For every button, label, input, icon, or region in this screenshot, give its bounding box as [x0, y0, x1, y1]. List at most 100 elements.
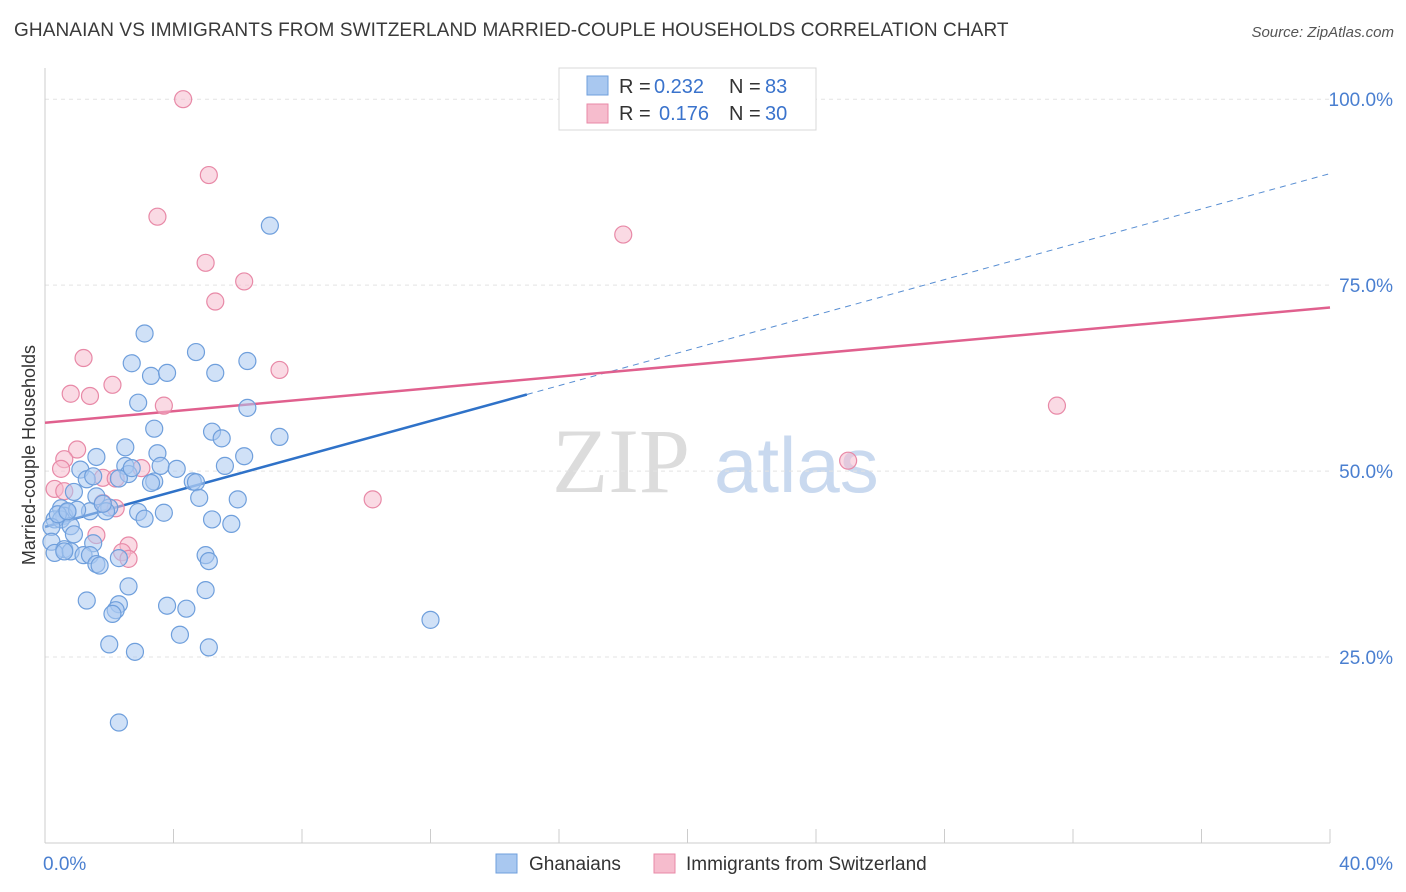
ghanaian-point	[125, 642, 145, 661]
switzerland-point	[1047, 396, 1067, 415]
legend-n-label-1: N =	[729, 76, 761, 98]
watermark-zip: ZIP	[552, 410, 690, 512]
data-points	[42, 90, 1067, 732]
switzerland-point	[839, 451, 858, 470]
bottom-legend-swatch-switzerland	[653, 853, 676, 874]
ghanaian-point	[103, 604, 122, 624]
ghanaian-point	[58, 502, 77, 521]
ghanaian-point	[116, 438, 135, 457]
bottom-legend-swatch-ghanaians	[495, 853, 518, 874]
ghanaian-trend-line	[44, 393, 528, 529]
ghanaian-point	[64, 482, 84, 502]
legend-swatch-switzerland	[586, 103, 609, 124]
switzerland-point	[614, 225, 633, 244]
switzerland-point	[51, 459, 71, 478]
ghanaian-point	[199, 551, 218, 571]
ghanaian-point	[129, 393, 148, 412]
ghanaian-point	[202, 510, 222, 529]
x-tick-label: 40.0%	[1339, 854, 1393, 875]
ghanaian-point	[119, 577, 138, 596]
ghanaian-point	[186, 342, 206, 362]
ghanaian-trend-extension	[526, 173, 1331, 395]
ghanaian-point	[186, 473, 206, 492]
ghanaian-point	[109, 549, 128, 568]
ghanaian-point	[212, 429, 231, 448]
ghanaian-point	[122, 459, 141, 478]
legend-r-value-1: 0.232	[654, 76, 704, 98]
switzerland-point	[148, 207, 167, 226]
switzerland-point	[174, 90, 193, 109]
ghanaian-point	[100, 635, 119, 654]
bottom-legend-label-ghanaians: Ghanaians	[529, 854, 621, 875]
top-legend: R = 0.232 N = 83 R = 0.176 N = 30	[558, 67, 817, 131]
source-label: Source: ZipAtlas.com	[1251, 24, 1394, 41]
legend-r-label-2: R =	[619, 103, 651, 125]
legend-swatch-ghanaians	[586, 75, 609, 96]
legend-r-label-1: R =	[619, 76, 651, 98]
switzerland-point	[199, 165, 218, 185]
y-tick-label: 25.0%	[1339, 648, 1393, 669]
switzerland-point	[363, 490, 382, 509]
switzerland-trend-line	[44, 306, 1331, 424]
ghanaian-point	[235, 447, 254, 466]
ghanaian-point	[90, 556, 109, 575]
tick-labels: 25.0% 50.0% 75.0% 100.0% 0.0% 40.0%	[43, 90, 1393, 875]
legend-r-value-2: 0.176	[659, 103, 709, 125]
ghanaian-point	[215, 456, 234, 475]
ghanaian-point	[87, 447, 106, 467]
ghanaian-point	[196, 581, 215, 600]
legend-n-value-2: 30	[765, 103, 787, 125]
ghanaian-point	[157, 363, 177, 383]
ghanaian-point	[190, 488, 209, 507]
y-tick-label: 75.0%	[1339, 276, 1393, 297]
gridlines	[45, 98, 1330, 658]
axes	[44, 68, 1331, 844]
ghanaian-point	[55, 542, 74, 561]
ghanaian-point	[238, 398, 257, 417]
y-tick-label: 100.0%	[1329, 90, 1394, 111]
ghanaian-point	[141, 366, 161, 385]
ghanaian-point	[270, 427, 289, 446]
ghanaian-point	[64, 525, 84, 544]
bottom-legend: Ghanaians Immigrants from Switzerland	[495, 853, 927, 875]
ghanaian-point	[109, 713, 128, 732]
switzerland-point	[80, 386, 100, 406]
y-tick-label: 50.0%	[1339, 462, 1393, 483]
ghanaian-point	[170, 625, 190, 644]
ghanaian-point	[135, 324, 154, 343]
ghanaian-point	[154, 503, 173, 522]
ghanaian-point	[260, 216, 279, 235]
switzerland-point	[74, 348, 93, 368]
bottom-legend-label-switzerland: Immigrants from Switzerland	[686, 854, 927, 875]
switzerland-point	[61, 384, 80, 403]
ghanaian-point	[238, 351, 257, 371]
ghanaian-point	[421, 610, 440, 629]
ghanaian-point	[206, 363, 225, 383]
ghanaian-point	[199, 638, 218, 657]
switzerland-point	[196, 253, 215, 272]
switzerland-point	[235, 272, 254, 291]
switzerland-point	[68, 440, 87, 459]
ghanaian-point	[109, 469, 128, 488]
ghanaian-point	[135, 509, 154, 528]
x-tick-label: 0.0%	[43, 854, 86, 875]
legend-n-label-2: N =	[729, 103, 761, 125]
switzerland-point	[206, 292, 225, 311]
switzerland-point	[103, 375, 122, 394]
ghanaian-point	[151, 456, 170, 475]
ghanaian-point	[228, 490, 247, 509]
ghanaian-point	[93, 494, 112, 513]
y-axis-label: Married-couple Households	[19, 345, 39, 565]
ghanaian-point	[177, 599, 196, 618]
ghanaian-point	[122, 354, 141, 373]
ghanaian-point	[167, 459, 186, 478]
ghanaian-point	[77, 591, 96, 610]
ghanaian-point	[84, 467, 103, 486]
ghanaian-point	[141, 473, 161, 493]
ghanaian-point	[145, 419, 164, 438]
trend-lines	[44, 173, 1331, 529]
chart-title: GHANAIAN VS IMMIGRANTS FROM SWITZERLAND …	[14, 20, 1009, 41]
switzerland-point	[270, 360, 289, 380]
ghanaian-point	[222, 514, 241, 534]
